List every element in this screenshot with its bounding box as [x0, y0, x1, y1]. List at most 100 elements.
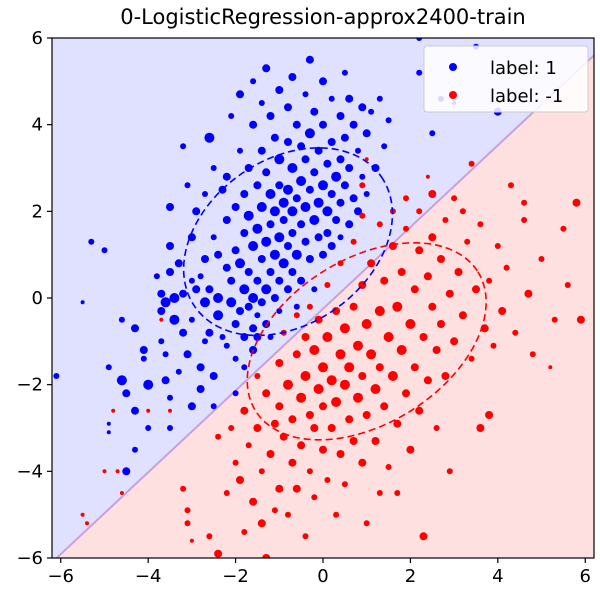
data-point [328, 95, 335, 102]
data-point [180, 485, 187, 492]
data-point [275, 402, 284, 411]
data-point [235, 258, 245, 269]
data-point [249, 120, 258, 129]
data-point [271, 507, 278, 514]
data-point [244, 302, 253, 311]
data-point [396, 345, 407, 355]
data-point [309, 215, 320, 225]
data-point [324, 282, 331, 288]
data-point [416, 208, 423, 215]
data-point [318, 362, 328, 373]
data-point [188, 316, 195, 323]
decision-regions [52, 38, 594, 558]
data-point [257, 519, 266, 528]
data-point [416, 69, 423, 76]
data-point [358, 458, 367, 467]
covariance-ellipses [182, 147, 487, 441]
x-tick-label: 2 [405, 566, 416, 587]
data-point [257, 146, 266, 155]
data-point [353, 392, 363, 403]
data-point [327, 424, 336, 432]
data-point [551, 316, 558, 323]
data-point [423, 376, 432, 385]
data-point [249, 497, 258, 506]
data-point [262, 389, 271, 398]
data-point [179, 289, 188, 298]
data-point [223, 342, 230, 349]
data-point [486, 277, 493, 284]
data-point [340, 181, 349, 190]
data-point [327, 138, 336, 146]
data-point [376, 490, 383, 496]
data-point [201, 255, 209, 263]
data-point [450, 337, 459, 346]
data-point [184, 507, 191, 514]
data-point [350, 238, 357, 245]
data-point [210, 234, 217, 241]
data-point [297, 441, 306, 450]
data-point [403, 225, 409, 232]
y-tick-label: −2 [16, 375, 43, 396]
data-point [168, 408, 172, 413]
data-point [512, 329, 519, 336]
data-point [269, 206, 280, 217]
data-point [349, 302, 358, 311]
data-point [192, 285, 201, 294]
data-point [349, 437, 358, 445]
data-point [291, 249, 302, 260]
data-point [476, 424, 485, 432]
x-tick-label: −2 [222, 566, 249, 587]
data-point [231, 246, 240, 255]
data-point [344, 362, 355, 373]
data-point [226, 297, 237, 308]
data-point [153, 273, 160, 280]
data-point [319, 445, 327, 454]
data-point [345, 94, 354, 103]
data-point [392, 301, 403, 312]
data-point [200, 297, 210, 308]
data-point [283, 184, 293, 195]
data-point [292, 484, 301, 493]
data-point [213, 293, 224, 303]
data-point [358, 372, 367, 380]
data-point [385, 117, 392, 124]
data-point [189, 538, 194, 543]
data-point [464, 238, 471, 245]
data-point [287, 206, 298, 217]
data-point [262, 168, 271, 177]
data-point [236, 307, 244, 315]
data-point [306, 468, 313, 475]
data-point [340, 133, 349, 142]
data-point [508, 182, 514, 189]
data-point [131, 406, 139, 415]
data-point [116, 375, 127, 386]
data-point [366, 349, 377, 360]
data-point [335, 349, 346, 360]
data-point [284, 242, 292, 250]
data-point [333, 511, 340, 518]
chart-title: 0-LogisticRegression-approx2400-train [120, 5, 526, 29]
data-point [300, 202, 311, 212]
x-tick-label: 0 [317, 566, 328, 587]
data-point [477, 221, 484, 228]
data-point [209, 372, 218, 380]
data-point [256, 202, 267, 212]
data-point [548, 365, 553, 370]
data-point [292, 120, 301, 129]
data-point [258, 100, 265, 106]
data-point [458, 311, 467, 320]
data-point [240, 229, 249, 237]
data-point [184, 520, 191, 527]
data-point [388, 242, 397, 250]
data-point [402, 389, 410, 398]
data-point [261, 284, 272, 295]
y-tick-label: 6 [32, 28, 43, 49]
data-point [253, 276, 262, 285]
legend-label: label: 1 [490, 58, 557, 79]
data-point [296, 392, 307, 403]
data-point [157, 307, 166, 315]
data-point [245, 442, 252, 449]
data-point [262, 554, 271, 558]
y-tick-label: −6 [16, 548, 43, 569]
data-point [166, 242, 174, 250]
